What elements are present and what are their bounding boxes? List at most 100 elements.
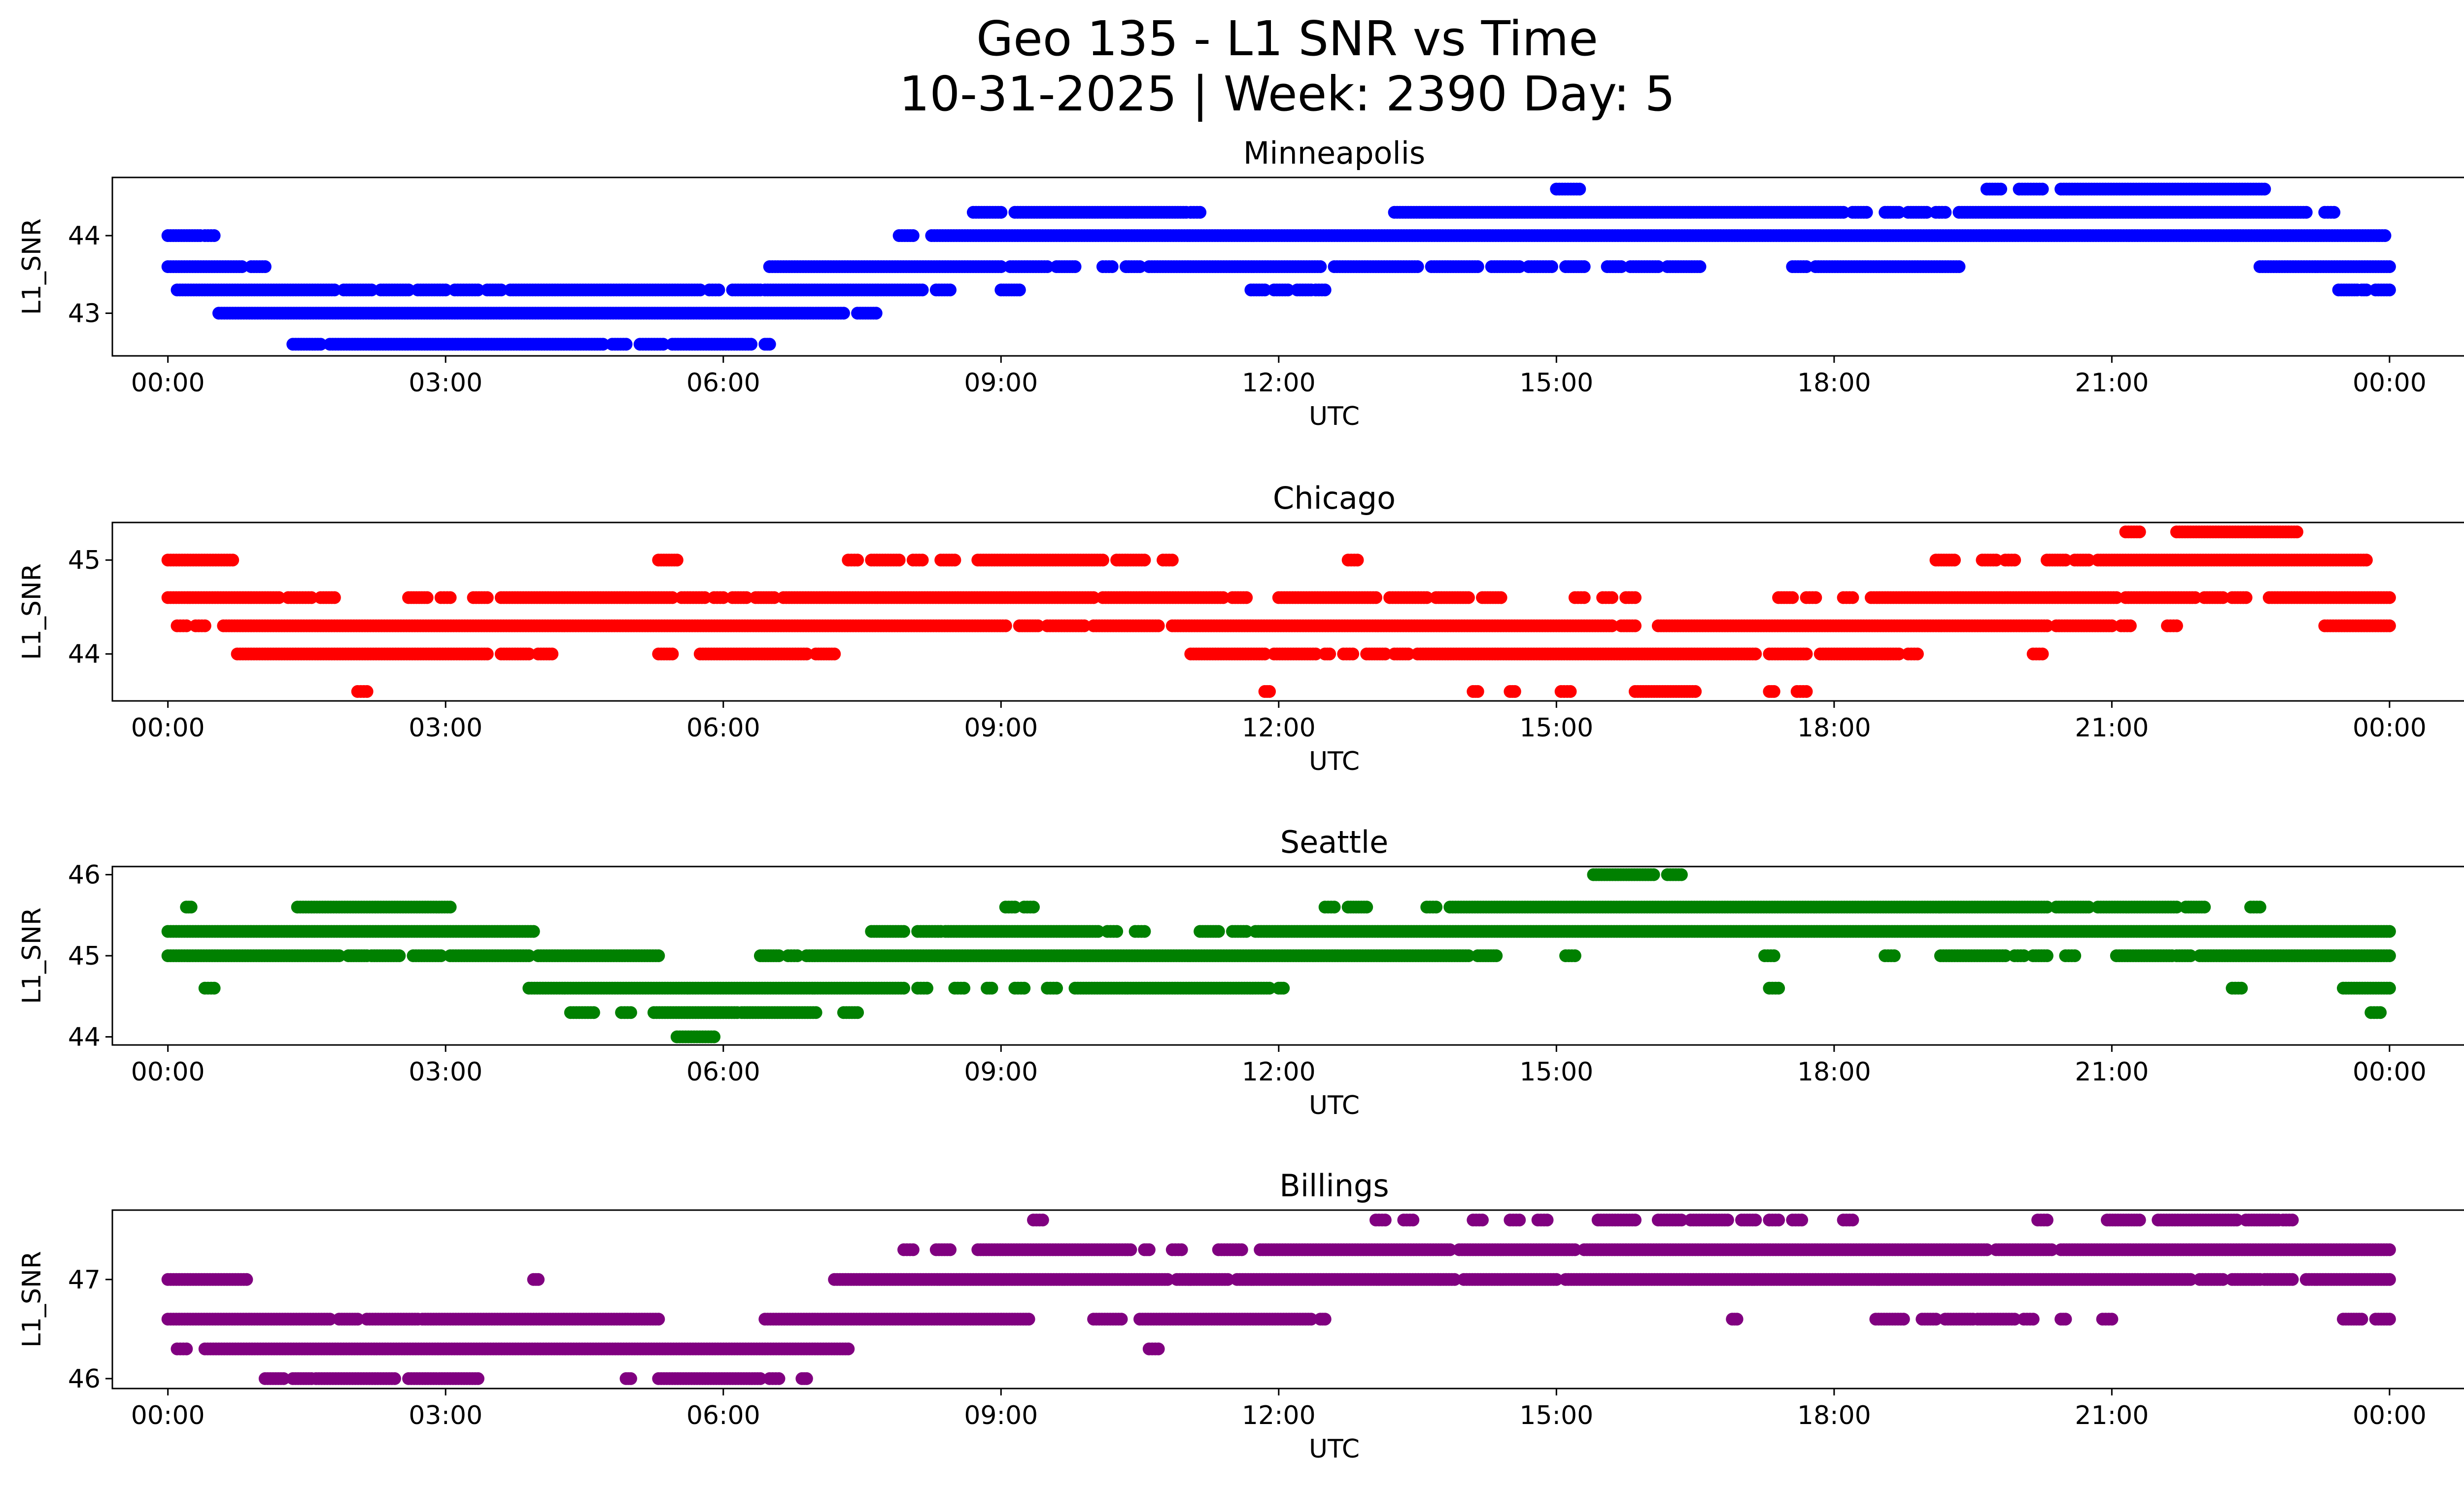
data-point bbox=[1194, 206, 1207, 219]
data-point bbox=[1614, 260, 1628, 273]
x-tick-label: 12:00 bbox=[1242, 713, 1316, 743]
y-tick-label: 43 bbox=[68, 299, 101, 328]
data-point bbox=[906, 229, 920, 242]
data-point bbox=[1846, 591, 1859, 604]
y-axis-label: L1_SNR bbox=[17, 218, 47, 315]
y-axis-label: L1_SNR bbox=[17, 563, 47, 660]
data-point bbox=[948, 554, 961, 567]
data-point bbox=[480, 591, 494, 604]
x-tick-label: 12:00 bbox=[1242, 1057, 1316, 1087]
data-point bbox=[1994, 182, 2007, 196]
data-point bbox=[994, 206, 1008, 219]
axes-frame bbox=[111, 176, 2464, 357]
data-point bbox=[2299, 206, 2313, 219]
data-point bbox=[1027, 901, 1040, 914]
y-tick-label: 45 bbox=[68, 941, 101, 971]
x-axis-label: UTC bbox=[1309, 747, 1360, 776]
data-point bbox=[828, 647, 841, 661]
data-point bbox=[2036, 647, 2049, 661]
data-point bbox=[944, 283, 957, 297]
data-point bbox=[693, 283, 707, 297]
data-point bbox=[1513, 260, 1526, 273]
y-tick-label: 46 bbox=[68, 860, 101, 890]
data-point bbox=[1411, 260, 1424, 273]
data-point bbox=[2036, 182, 2049, 196]
x-tick-label: 00:00 bbox=[131, 1057, 205, 1087]
data-point bbox=[2008, 554, 2021, 567]
data-point bbox=[1689, 685, 1702, 698]
data-point bbox=[837, 307, 850, 320]
data-point bbox=[1152, 619, 1165, 632]
data-point bbox=[1920, 206, 1933, 219]
data-point bbox=[1508, 685, 1521, 698]
data-point bbox=[1577, 591, 1591, 604]
panel-title: Minneapolis bbox=[1243, 135, 1426, 171]
x-tick-label: 00:00 bbox=[131, 368, 205, 398]
x-tick-label: 09:00 bbox=[964, 368, 1038, 398]
data-point bbox=[1837, 206, 1850, 219]
data-point bbox=[1647, 868, 1660, 881]
data-point bbox=[1165, 554, 1179, 567]
data-point bbox=[1318, 283, 1332, 297]
data-point bbox=[1240, 591, 1253, 604]
data-point bbox=[360, 685, 374, 698]
x-tick-label: 21:00 bbox=[2075, 368, 2149, 398]
data-point bbox=[2327, 206, 2341, 219]
data-point bbox=[1948, 554, 1961, 567]
data-point bbox=[444, 591, 457, 604]
data-point bbox=[851, 554, 864, 567]
data-point bbox=[1133, 260, 1146, 273]
data-point bbox=[402, 283, 415, 297]
data-point bbox=[869, 307, 883, 320]
data-point bbox=[1675, 868, 1688, 881]
data-point bbox=[2383, 260, 2396, 273]
data-point bbox=[1138, 925, 1151, 938]
data-point bbox=[1212, 925, 1225, 938]
data-point bbox=[1892, 206, 1906, 219]
data-point bbox=[1573, 182, 1586, 196]
data-point bbox=[1013, 283, 1026, 297]
x-tick-label: 18:00 bbox=[1797, 368, 1871, 398]
data-point bbox=[236, 260, 248, 273]
y-tick-label: 44 bbox=[68, 221, 101, 251]
data-point bbox=[258, 260, 272, 273]
x-axis-label: UTC bbox=[1309, 1091, 1360, 1120]
data-point bbox=[2378, 229, 2392, 242]
x-tick-label: 21:00 bbox=[2075, 1057, 2149, 1087]
data-point bbox=[184, 901, 198, 914]
data-point bbox=[2123, 619, 2137, 632]
data-point bbox=[2360, 554, 2373, 567]
data-point bbox=[1606, 591, 1618, 604]
data-point bbox=[2383, 619, 2396, 632]
x-tick-label: 00:00 bbox=[2353, 1057, 2427, 1087]
data-point bbox=[420, 591, 434, 604]
data-point bbox=[1068, 260, 1082, 273]
x-tick-label: 03:00 bbox=[409, 368, 482, 398]
data-point bbox=[619, 338, 633, 351]
data-point bbox=[2133, 525, 2146, 539]
x-tick-label: 12:00 bbox=[1242, 368, 1316, 398]
x-tick-label: 03:00 bbox=[409, 713, 482, 743]
y-tick-label: 45 bbox=[68, 546, 101, 575]
data-point bbox=[2253, 901, 2266, 914]
x-tick-label: 21:00 bbox=[2075, 713, 2149, 743]
data-point bbox=[892, 554, 906, 567]
data-point bbox=[1138, 554, 1151, 567]
data-point bbox=[207, 229, 221, 242]
data-point bbox=[763, 338, 776, 351]
data-point bbox=[546, 647, 559, 661]
data-point bbox=[328, 591, 341, 604]
x-axis-label: UTC bbox=[1309, 402, 1360, 431]
x-tick-label: 09:00 bbox=[964, 1057, 1038, 1087]
y-axis-label: L1_SNR bbox=[17, 907, 47, 1004]
x-tick-label: 00:00 bbox=[2353, 368, 2427, 398]
data-point bbox=[1096, 554, 1109, 567]
data-point bbox=[1800, 685, 1813, 698]
y-tick-label: 44 bbox=[68, 1023, 101, 1052]
x-tick-label: 15:00 bbox=[1519, 368, 1593, 398]
data-point bbox=[444, 901, 457, 914]
data-point bbox=[1651, 260, 1665, 273]
figure-title-line-2: 10-31-2025 | Week: 2390 Day: 5 bbox=[899, 66, 1676, 122]
data-point bbox=[1110, 925, 1124, 938]
